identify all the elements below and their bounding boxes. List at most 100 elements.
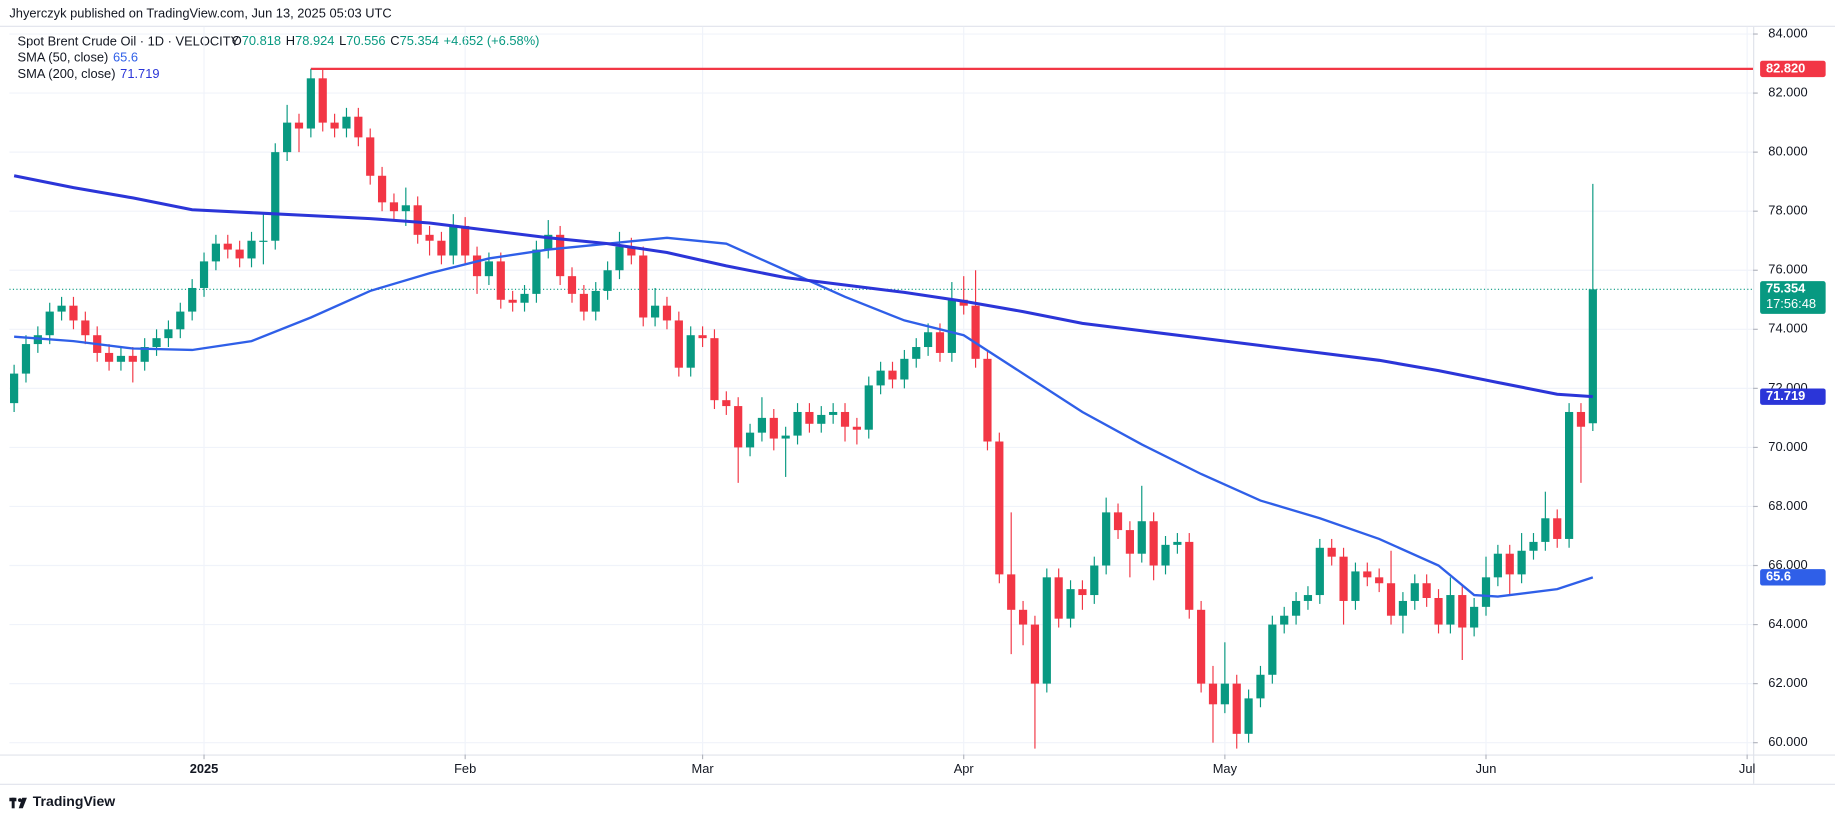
candle-body <box>924 332 933 348</box>
logo-part <box>18 798 22 802</box>
candle-body <box>947 299 956 353</box>
y-tick-label: 78.000 <box>1768 203 1807 218</box>
candle-body <box>1054 577 1063 619</box>
candle-body <box>639 255 648 318</box>
y-tick-label: 76.000 <box>1768 262 1807 277</box>
candle-body <box>935 332 945 353</box>
candle-body <box>508 299 517 303</box>
ohlc-key: O <box>232 34 242 49</box>
indicator-value: 65.6 <box>113 50 138 65</box>
candle-body <box>591 290 600 312</box>
candle-body <box>1351 571 1360 601</box>
sma-price-label: 71.719 <box>1766 388 1805 403</box>
candle-body <box>781 435 790 439</box>
candle-body <box>1244 698 1253 734</box>
candle-body <box>152 338 161 348</box>
candle-body <box>235 249 244 259</box>
candle-body <box>1410 583 1419 601</box>
candle-body <box>1339 556 1348 601</box>
candle-body <box>852 426 861 430</box>
candle-body <box>247 240 256 259</box>
sma-price-box <box>1760 388 1826 405</box>
candle-body <box>603 270 612 291</box>
x-tick-label: Apr <box>954 761 975 776</box>
candle-body <box>389 202 399 212</box>
x-tick-label: Jun <box>1476 761 1497 776</box>
candle-body <box>650 305 660 318</box>
symbol-legend: Spot Brent Crude Oil · 1D · VELOCITY <box>18 34 240 49</box>
candle-body <box>199 261 209 288</box>
candle-body <box>912 347 921 359</box>
candle-body <box>1185 541 1194 610</box>
candle-body <box>330 122 339 129</box>
candle-body <box>662 305 672 321</box>
candle-body <box>579 293 588 312</box>
candle-body <box>1066 589 1075 619</box>
candle-body <box>306 78 315 129</box>
candle-body <box>1422 583 1431 599</box>
candle-body <box>876 370 885 386</box>
candle-body <box>437 240 446 256</box>
candle-body <box>271 152 280 241</box>
candle-body <box>1588 289 1597 424</box>
candle-body <box>10 373 19 404</box>
candle-body <box>1564 411 1574 539</box>
candle-body <box>745 432 755 448</box>
y-tick-label: 60.000 <box>1768 734 1807 749</box>
candle-body <box>556 234 565 277</box>
level-price-label: 82.820 <box>1766 60 1805 75</box>
indicator-legend: SMA (50, close) 65.6 <box>18 50 139 65</box>
y-tick-label: 70.000 <box>1768 439 1807 454</box>
candle-body <box>1232 683 1241 734</box>
candle-body <box>188 287 197 312</box>
candle-body <box>1541 518 1550 542</box>
candle-body <box>1303 595 1313 601</box>
candle-body <box>283 122 292 153</box>
ohlc-key: H <box>286 34 295 49</box>
candle-body <box>971 305 980 359</box>
y-tick-label: 68.000 <box>1768 498 1807 513</box>
candle-body <box>484 261 494 277</box>
candle-body <box>1256 674 1265 699</box>
candle-body <box>377 175 387 203</box>
candle-body <box>223 243 232 250</box>
candle-body <box>1220 683 1229 705</box>
candle-body <box>1291 600 1301 616</box>
candle-body <box>1102 512 1111 566</box>
x-tick-label: 2025 <box>190 761 219 776</box>
candle-body <box>1553 518 1562 539</box>
candle-body <box>461 225 470 256</box>
candle-body <box>1018 609 1028 625</box>
candle-body <box>698 335 707 339</box>
candle-body <box>1481 577 1491 607</box>
candle-body <box>1375 577 1384 584</box>
candle-body <box>1398 600 1408 616</box>
plot-area <box>9 67 1754 749</box>
candle-body <box>33 335 42 345</box>
candle-body <box>104 352 114 362</box>
brand-name: TradingView <box>33 793 115 809</box>
candle-body <box>425 234 434 241</box>
candle-body <box>1161 544 1170 566</box>
indicator-name: SMA (200, close) <box>18 66 116 81</box>
brand-logo <box>9 797 27 809</box>
candle-body <box>354 116 363 138</box>
candle-body <box>1208 683 1218 705</box>
x-tick-label: Jul <box>1739 761 1755 776</box>
candle-body <box>211 243 220 262</box>
candle-body <box>1446 595 1455 625</box>
candle-body <box>627 246 636 256</box>
candle-body <box>1363 571 1372 578</box>
level-price-box <box>1760 60 1826 78</box>
candle-body <box>686 335 695 368</box>
candle-body <box>1078 589 1087 596</box>
candle-body <box>829 411 838 415</box>
candle-body <box>900 358 909 380</box>
logo-part <box>18 797 27 809</box>
candle-body <box>1007 574 1016 610</box>
candle-body <box>615 246 624 271</box>
candle-body <box>57 305 66 312</box>
candle-body <box>496 261 505 300</box>
